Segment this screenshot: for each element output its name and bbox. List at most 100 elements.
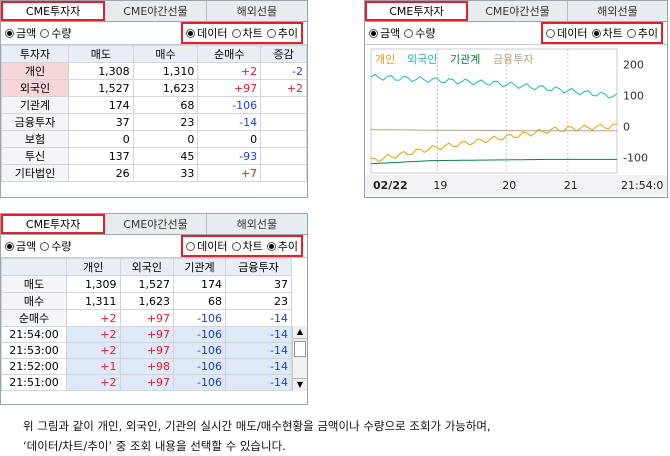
radio-trend[interactable]: 추이 [266, 25, 298, 41]
trend-table-wrap: 개인 외국인 기관계 금융투자 매도 1,309 1,527 174 37 매수 1,311… [1, 258, 307, 391]
scrollbar[interactable]: ▲ ▼ [292, 326, 307, 391]
tab-overseas-futures[interactable]: 해외선물 [597, 5, 638, 18]
col-financial: 금융투자 [224, 258, 293, 276]
summary-row: 매수 1,311 1,623 68 23 [1, 292, 293, 310]
history-row[interactable]: 21:51:00 +2 +97 -106 -14 [1, 374, 293, 391]
radio-quantity[interactable]: 수량 [40, 238, 72, 254]
y-tick-label: 0 [623, 121, 630, 134]
history-value: -14 [224, 374, 293, 391]
net-value: 0 [197, 130, 262, 148]
legend-item: 외국인 [407, 53, 437, 66]
summary-value: 174 [173, 275, 226, 293]
investor-table: 투자자 매도 매수 순매수 증감 개인 1,308 1,310 +2 -2 외국인 1,52… [1, 45, 307, 182]
tab-cme-night-futures[interactable]: CME야간선물 [468, 1, 568, 21]
series-line-0 [370, 73, 618, 99]
summary-value: 1,309 [66, 275, 121, 293]
radio-chart[interactable]: 차트 [591, 25, 623, 41]
history-value: +98 [119, 358, 175, 375]
legend-item: 개인 [375, 53, 395, 66]
change-value [260, 130, 307, 148]
sell-value: 137 [68, 147, 134, 165]
tab-overseas-futures[interactable]: 해외선물 [236, 218, 278, 231]
tab-cme-night-futures[interactable]: CME야간선물 [105, 1, 207, 21]
legend-item: 기관계 [450, 53, 480, 66]
radio-trend[interactable]: 추이 [626, 25, 658, 41]
summary-value: 68 [173, 292, 226, 310]
col-foreigner: 외국인 [119, 258, 175, 276]
buy-value: 1,623 [132, 79, 199, 97]
history-value: +2 [66, 326, 121, 343]
table-row[interactable]: 금융투자 37 23 -14 [1, 113, 307, 131]
control-bar: 금액 수량 데이터 차트 추이 [1, 22, 307, 45]
investor-name: 투신 [1, 147, 69, 165]
summary-label: 매수 [1, 292, 67, 310]
summary-value: -14 [224, 309, 293, 327]
change-value: -2 [260, 62, 307, 80]
scroll-down-arrow[interactable]: ▼ [293, 378, 307, 391]
radio-amount[interactable]: 금액 [369, 25, 400, 41]
view-radio-group: 데이터 차트 추이 [181, 235, 303, 257]
investor-name: 개인 [1, 62, 69, 80]
scroll-thumb[interactable] [294, 341, 306, 357]
col-net: 순매수 [197, 45, 262, 63]
table-row[interactable]: 투신 137 45 -93 [1, 147, 307, 165]
table-row[interactable]: 외국인 1,527 1,623 +97 +2 [1, 79, 307, 97]
radio-data[interactable]: 데이터 [186, 238, 228, 254]
history-row[interactable]: 21:52:00 +1 +98 -106 -14 [1, 358, 293, 375]
net-value: +97 [197, 79, 262, 97]
y-tick-label: 200 [623, 59, 644, 72]
table-row[interactable]: 기타법인 26 33 +7 [1, 164, 307, 182]
history-row[interactable]: 21:53:00 +2 +97 -106 -14 [1, 342, 293, 359]
unit-radio-group: 금액 수량 [5, 238, 72, 254]
table-row[interactable]: 보험 0 0 0 [1, 130, 307, 148]
col-change: 증감 [260, 45, 307, 63]
tab-cme-investor[interactable]: CME투자자 [365, 1, 468, 21]
history-value: -14 [224, 342, 293, 359]
radio-chart[interactable]: 차트 [231, 25, 263, 41]
tab-cme-investor[interactable]: CME투자자 [1, 1, 106, 21]
net-value: +7 [197, 164, 262, 182]
buy-value: 23 [132, 113, 199, 131]
table-row[interactable]: 기관계 174 68 -106 [1, 96, 307, 114]
summary-value: -106 [173, 309, 226, 327]
tab-overseas-futures[interactable]: 해외선물 [236, 5, 278, 18]
radio-quantity[interactable]: 수량 [40, 25, 72, 41]
sell-value: 1,527 [68, 79, 134, 97]
history-value: -106 [173, 326, 226, 343]
net-value: +2 [197, 62, 262, 80]
legend-item: 금융투자 [493, 53, 533, 66]
investor-data-panel: CME투자자 CME야간선물 해외선물 금액 수량 데이터 차트 추이 투자자 … [0, 0, 308, 198]
buy-value: 68 [132, 96, 199, 114]
radio-data[interactable]: 데이터 [546, 25, 588, 41]
change-value [260, 96, 307, 114]
scroll-up-arrow[interactable]: ▲ [293, 326, 307, 339]
history-value: +2 [66, 342, 121, 359]
history-time: 21:53:00 [1, 342, 67, 359]
radio-data[interactable]: 데이터 [186, 25, 228, 41]
summary-row: 매도 1,309 1,527 174 37 [1, 275, 293, 293]
table-row[interactable]: 개인 1,308 1,310 +2 -2 [1, 62, 307, 80]
tab-cme-investor[interactable]: CME투자자 [1, 214, 106, 234]
history-row[interactable]: 21:54:00 +2 +97 -106 -14 [1, 326, 293, 343]
control-bar: 금액 수량 데이터 차트 추이 [365, 22, 667, 45]
history-value: +97 [119, 342, 175, 359]
col-buy: 매수 [132, 45, 199, 63]
investor-name: 보험 [1, 130, 69, 148]
col-blank [1, 258, 67, 276]
description-note: 위 그림과 같이 개인, 외국인, 기관의 실시간 매도/매수현황을 금액이나 … [23, 416, 491, 456]
change-value: +2 [260, 79, 307, 97]
x-tick-label: 02/22 [373, 179, 408, 192]
unit-radio-group: 금액 수량 [5, 25, 72, 41]
change-value [260, 164, 307, 182]
radio-amount[interactable]: 금액 [5, 238, 36, 254]
history-value: +97 [119, 326, 175, 343]
radio-trend[interactable]: 추이 [266, 238, 298, 254]
radio-quantity[interactable]: 수량 [404, 25, 436, 41]
tab-cme-night-futures[interactable]: CME야간선물 [105, 214, 207, 234]
radio-amount[interactable]: 금액 [5, 25, 36, 41]
x-tick-label: 20 [502, 179, 516, 192]
radio-chart[interactable]: 차트 [231, 238, 263, 254]
summary-value: 23 [224, 292, 293, 310]
change-value [260, 113, 307, 131]
investor-trend-panel: CME투자자 CME야간선물 해외선물 금액 수량 데이터 차트 추이 개인 외… [0, 213, 308, 405]
